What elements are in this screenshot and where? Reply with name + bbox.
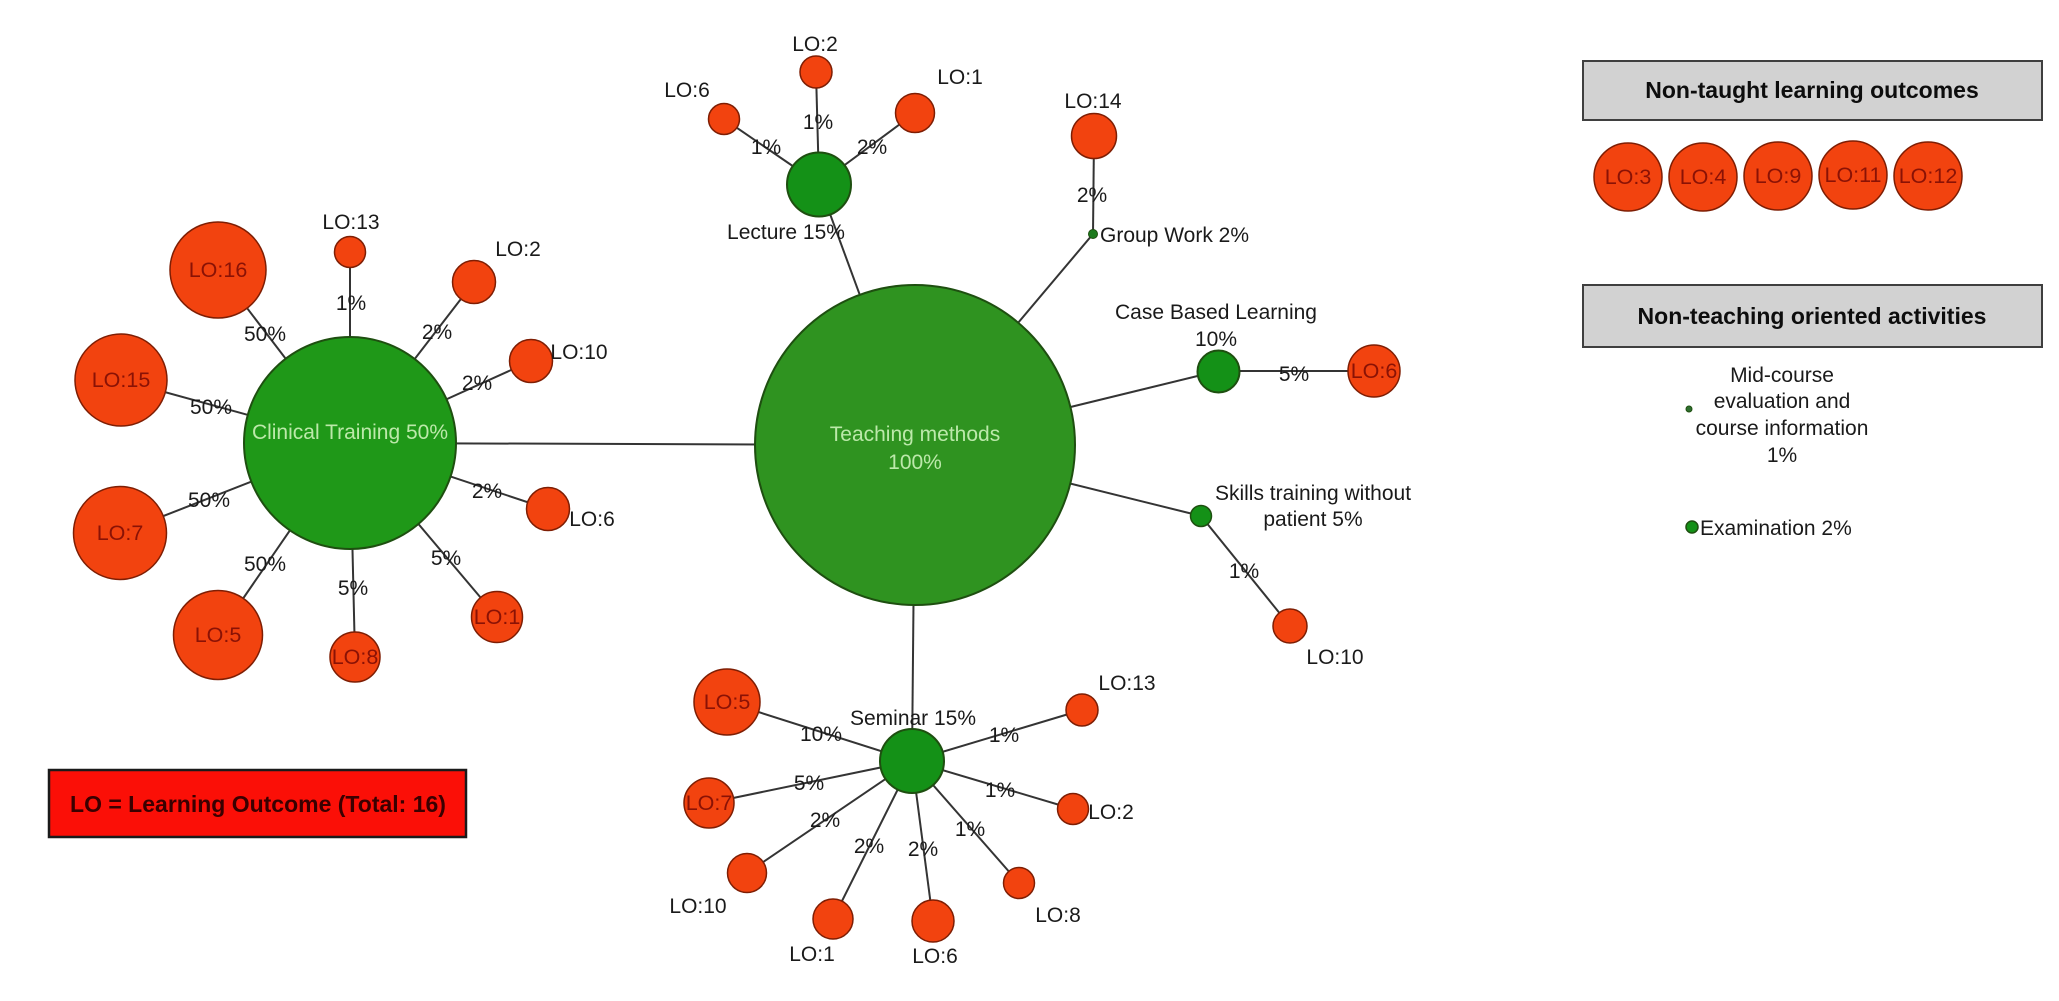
svg-text:Group Work 2%: Group Work 2% (1100, 224, 1249, 247)
svg-text:LO:11: LO:11 (1825, 163, 1882, 187)
svg-text:Lecture 15%: Lecture 15% (727, 221, 845, 244)
svg-text:2%: 2% (854, 835, 884, 858)
svg-text:1%: 1% (803, 111, 833, 134)
svg-text:LO:13: LO:13 (322, 211, 379, 234)
svg-text:LO:14: LO:14 (1064, 90, 1122, 113)
svg-text:LO:15: LO:15 (92, 368, 151, 392)
svg-text:1%: 1% (336, 292, 366, 315)
svg-text:10%: 10% (1195, 328, 1237, 351)
svg-text:LO:10: LO:10 (550, 341, 607, 364)
svg-text:2%: 2% (462, 372, 492, 395)
svg-text:Non-taught learning outcomes: Non-taught learning outcomes (1645, 77, 1979, 103)
svg-text:Non-teaching oriented activiti: Non-teaching oriented activities (1638, 303, 1987, 329)
svg-text:LO = Learning Outcome (Total:: LO = Learning Outcome (Total: 16) (70, 791, 446, 817)
svg-text:LO:6: LO:6 (664, 79, 710, 102)
svg-text:Mid-course: Mid-course (1730, 364, 1834, 387)
svg-text:LO:4: LO:4 (1680, 165, 1727, 189)
svg-text:50%: 50% (244, 553, 286, 576)
svg-text:LO:2: LO:2 (792, 33, 838, 56)
svg-text:LO:9: LO:9 (1755, 164, 1802, 188)
svg-text:5%: 5% (431, 547, 461, 570)
svg-text:patient 5%: patient 5% (1263, 508, 1362, 531)
svg-text:LO:1: LO:1 (937, 66, 983, 89)
svg-text:50%: 50% (244, 323, 286, 346)
svg-text:5%: 5% (338, 577, 368, 600)
svg-text:LO:3: LO:3 (1605, 165, 1652, 189)
svg-text:LO:7: LO:7 (97, 521, 144, 545)
svg-text:evaluation and: evaluation and (1714, 390, 1851, 413)
svg-text:LO:10: LO:10 (1306, 646, 1363, 669)
svg-text:Examination 2%: Examination 2% (1700, 517, 1852, 540)
svg-text:Teaching methods: Teaching methods (830, 423, 1000, 446)
svg-text:LO:1: LO:1 (474, 605, 521, 629)
svg-text:LO:10: LO:10 (669, 895, 726, 918)
svg-text:1%: 1% (751, 136, 781, 159)
svg-text:5%: 5% (794, 772, 824, 795)
svg-text:Case Based Learning: Case Based Learning (1115, 301, 1317, 324)
svg-text:2%: 2% (810, 809, 840, 832)
svg-text:LO:6: LO:6 (912, 945, 958, 968)
svg-text:2%: 2% (908, 838, 938, 861)
svg-text:LO:12: LO:12 (1899, 164, 1958, 188)
svg-text:Seminar 15%: Seminar 15% (850, 707, 976, 730)
svg-text:LO:2: LO:2 (495, 238, 541, 261)
svg-text:1%: 1% (1229, 560, 1259, 583)
svg-text:LO:2: LO:2 (1088, 801, 1134, 824)
svg-text:1%: 1% (985, 779, 1015, 802)
svg-text:LO:8: LO:8 (1035, 904, 1081, 927)
svg-text:10%: 10% (800, 723, 842, 746)
svg-text:LO:16: LO:16 (189, 258, 248, 282)
svg-text:1%: 1% (955, 818, 985, 841)
svg-text:1%: 1% (1767, 444, 1797, 467)
svg-text:2%: 2% (857, 136, 887, 159)
svg-text:1%: 1% (989, 724, 1019, 747)
svg-text:LO:6: LO:6 (569, 508, 615, 531)
svg-text:100%: 100% (888, 451, 942, 474)
svg-text:2%: 2% (422, 321, 452, 344)
svg-text:LO:13: LO:13 (1098, 672, 1155, 695)
svg-text:Clinical Training 50%: Clinical Training 50% (252, 421, 448, 444)
svg-text:LO:8: LO:8 (332, 645, 379, 669)
svg-text:Skills training without: Skills training without (1215, 482, 1411, 505)
svg-text:LO:6: LO:6 (1351, 359, 1398, 383)
svg-text:LO:5: LO:5 (195, 623, 242, 647)
svg-text:LO:7: LO:7 (686, 791, 733, 815)
svg-text:LO:5: LO:5 (704, 690, 751, 714)
svg-text:50%: 50% (188, 489, 230, 512)
svg-text:50%: 50% (190, 396, 232, 419)
svg-text:2%: 2% (472, 480, 502, 503)
svg-text:5%: 5% (1279, 363, 1309, 386)
svg-text:course information: course information (1696, 417, 1869, 440)
svg-text:2%: 2% (1077, 184, 1107, 207)
svg-text:LO:1: LO:1 (789, 943, 835, 966)
